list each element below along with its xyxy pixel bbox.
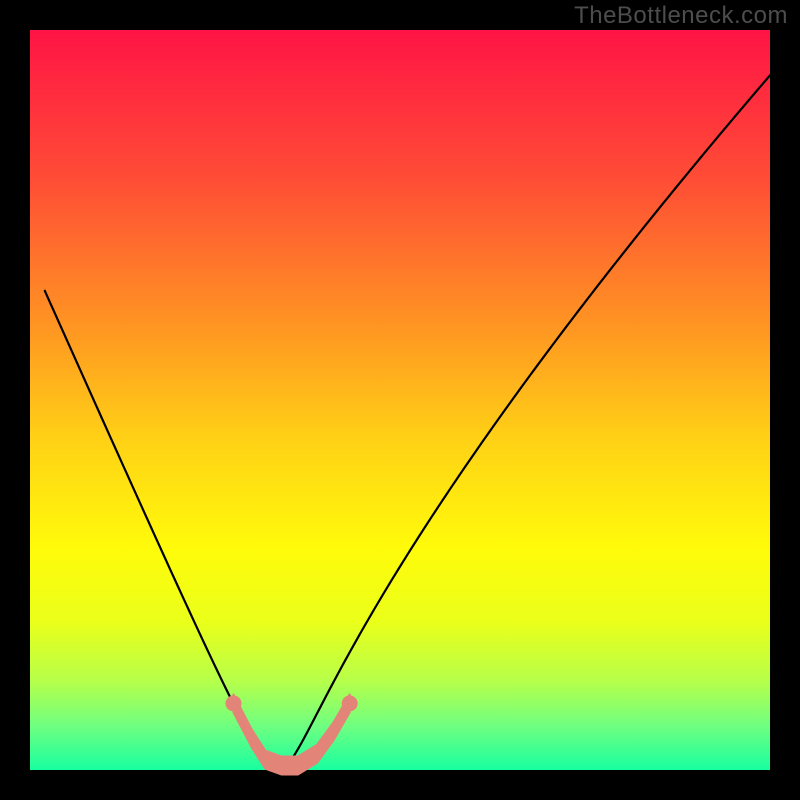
chart-container: TheBottleneck.com bbox=[0, 0, 800, 800]
watermark-label: TheBottleneck.com bbox=[574, 2, 788, 30]
chart-svg bbox=[0, 0, 800, 800]
marker-dot-right bbox=[342, 695, 358, 711]
gradient-plot-background bbox=[30, 30, 770, 770]
marker-dot-left bbox=[226, 695, 242, 711]
